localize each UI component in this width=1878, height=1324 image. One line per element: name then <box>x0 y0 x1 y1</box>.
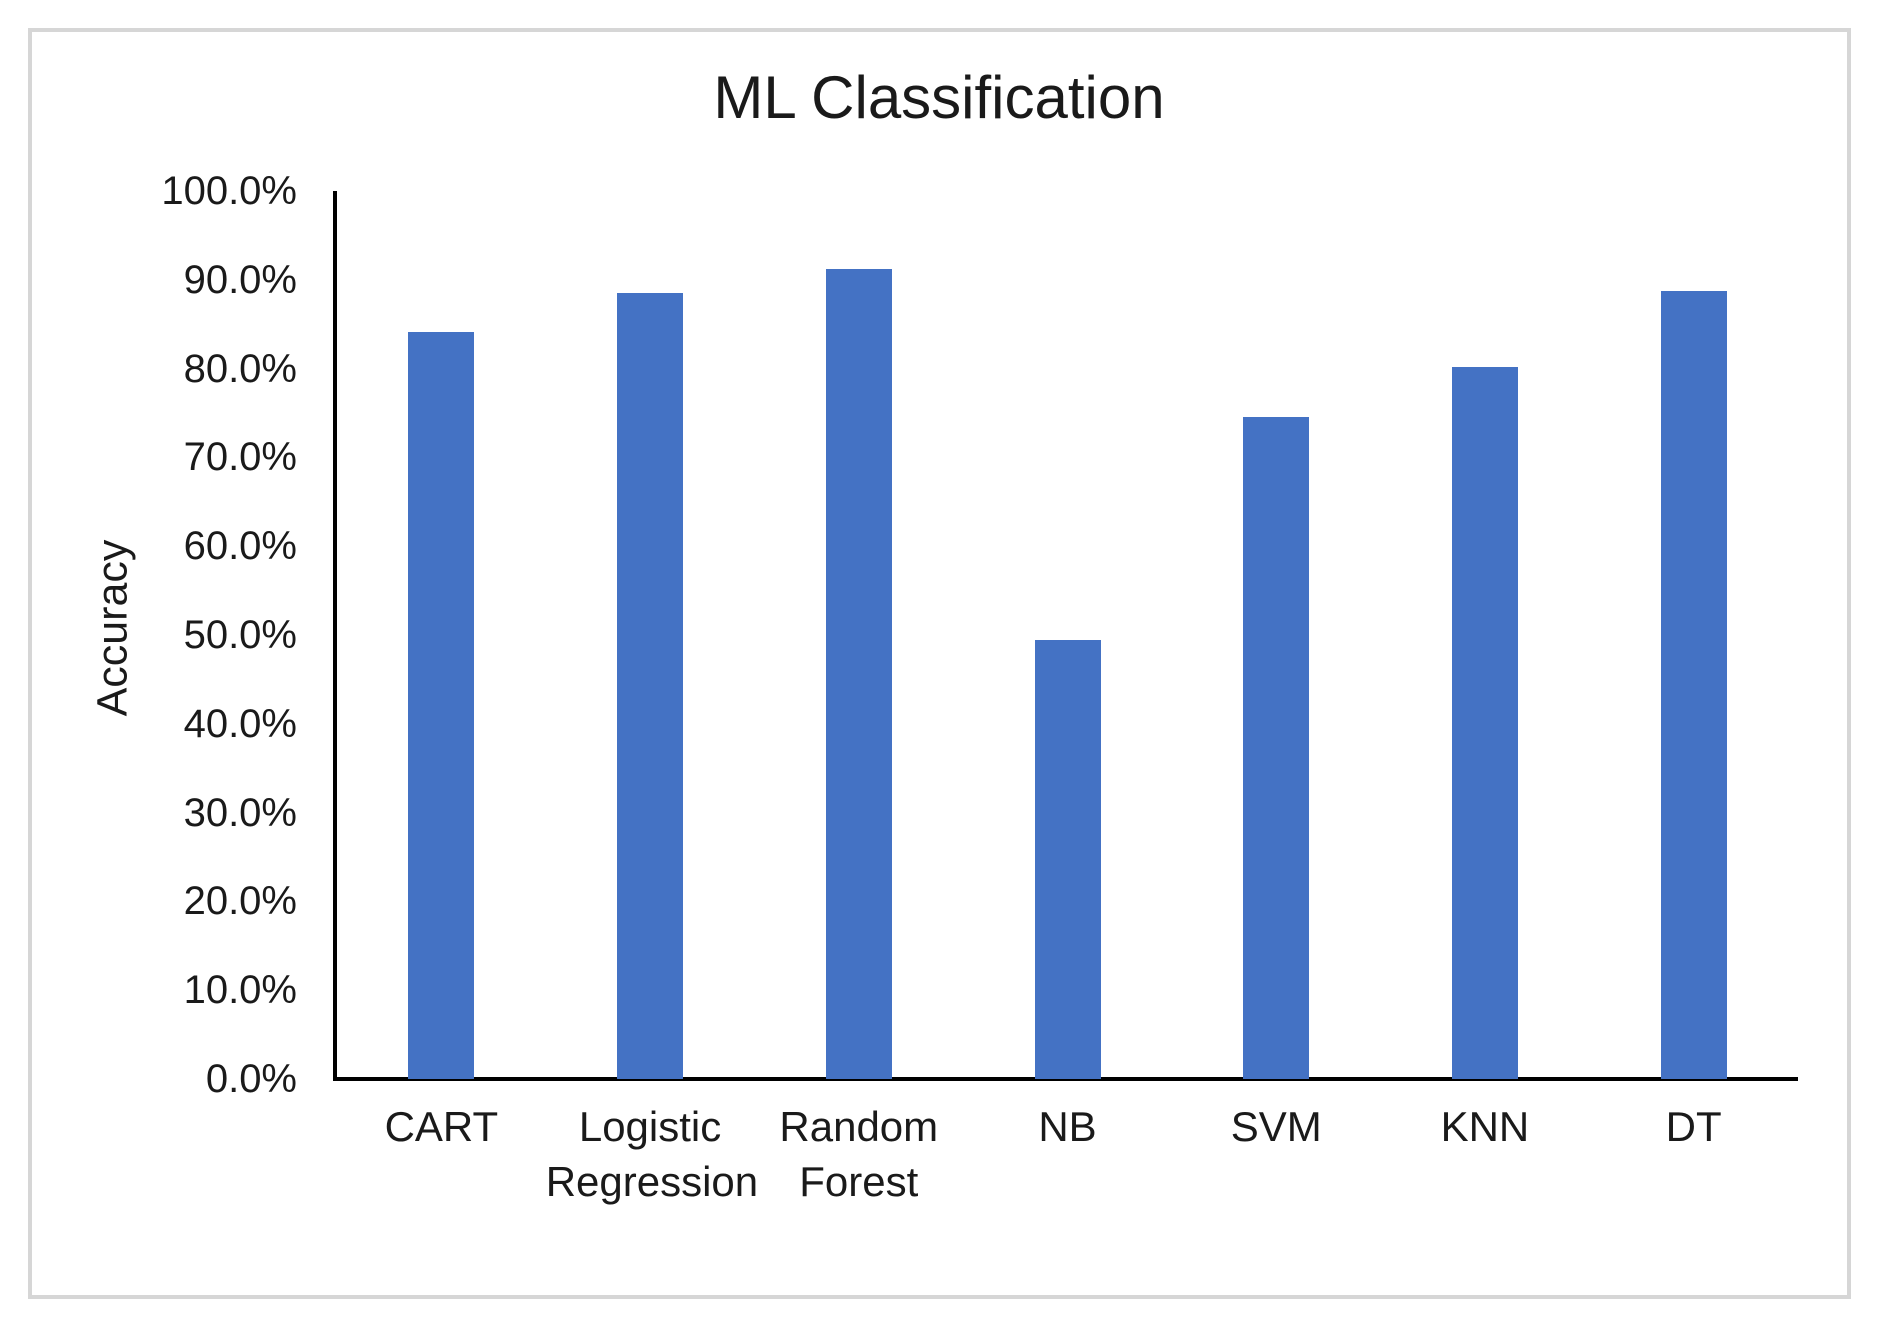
y-tick-label: 10.0% <box>183 968 297 1013</box>
bar-dt <box>1660 291 1727 1079</box>
x-category-label: Random Forest <box>779 1103 939 1205</box>
x-category-label: NB <box>1038 1103 1097 1150</box>
x-category-label: KNN <box>1440 1103 1530 1150</box>
y-tick-label: 50.0% <box>183 613 297 657</box>
y-tick-label: 30.0% <box>183 790 297 835</box>
y-axis-line <box>333 191 337 1081</box>
y-tick-label: 60.0% <box>183 524 297 569</box>
bar-cart <box>408 332 475 1079</box>
y-tick-label: 80.0% <box>183 346 297 391</box>
bar-nb <box>1034 640 1101 1079</box>
bar-random-forest <box>825 269 892 1079</box>
bar-logistic-regression <box>617 293 684 1079</box>
y-tick-label: 20.0% <box>183 879 297 924</box>
bar-knn <box>1451 366 1518 1079</box>
x-category-label: Logistic Regression <box>545 1103 759 1205</box>
x-category-label: CART <box>384 1103 499 1150</box>
y-tick-label: 70.0% <box>183 435 297 480</box>
chart-title: ML Classification <box>713 64 1165 131</box>
chart-frame <box>28 28 1851 1299</box>
x-category-label: SVM <box>1230 1103 1322 1150</box>
y-tick-label: 0.0% <box>205 1057 297 1101</box>
y-tick-label: 90.0% <box>183 257 297 302</box>
bar-svm <box>1243 417 1310 1079</box>
x-category-label: DT <box>1665 1103 1722 1150</box>
y-tick-label: 40.0% <box>183 701 297 746</box>
x-axis-line <box>333 1077 1798 1081</box>
y-tick-label: 100.0% <box>161 169 297 213</box>
